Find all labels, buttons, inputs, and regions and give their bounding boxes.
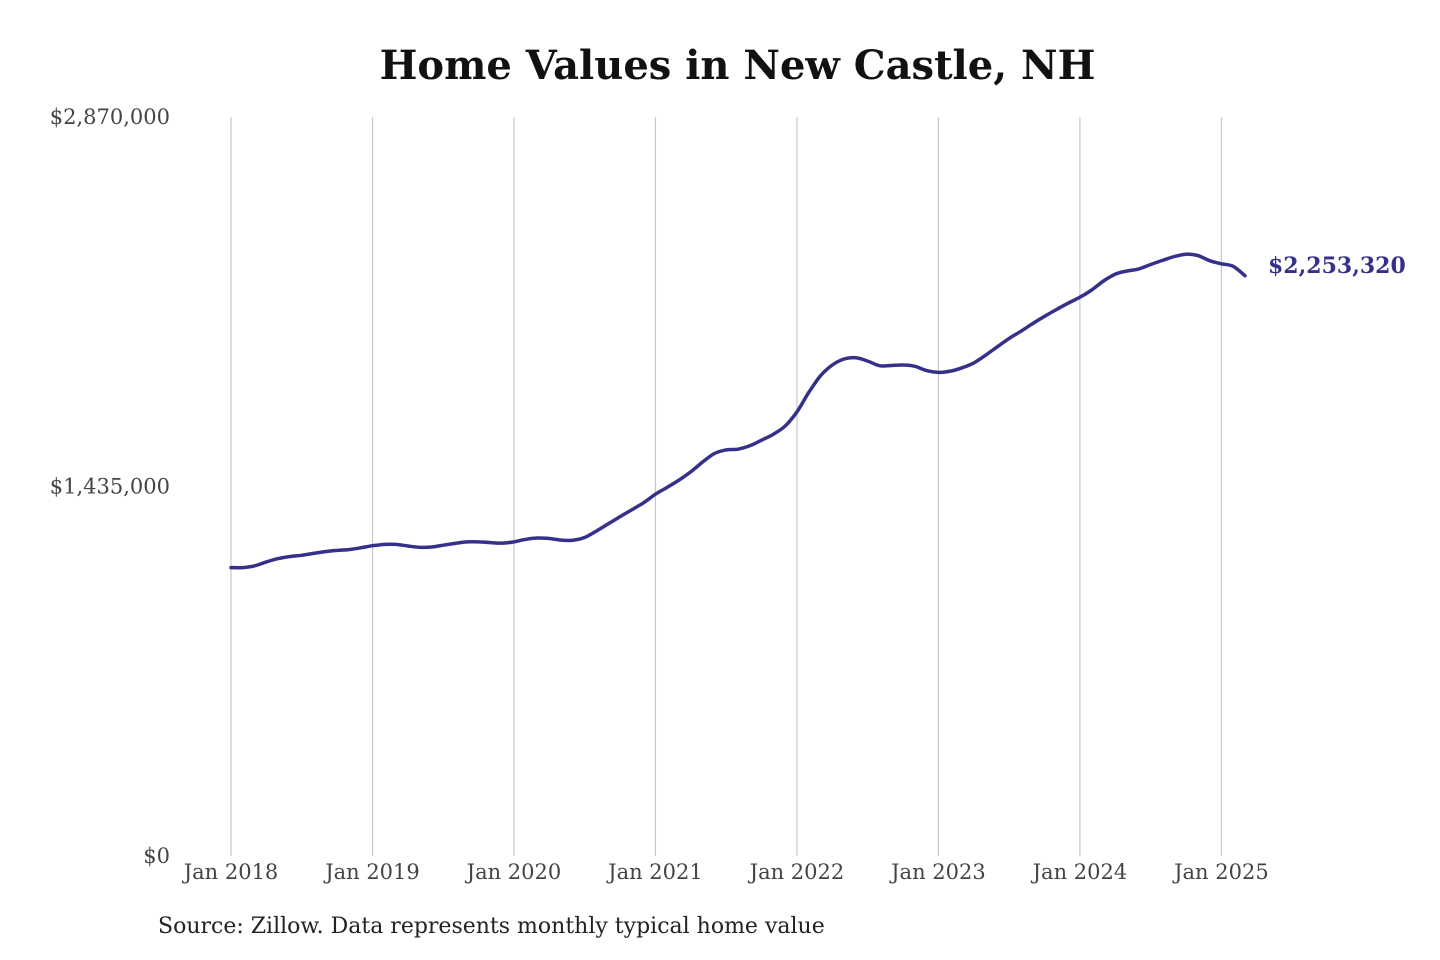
y-axis-ticks: $0 $1,435,000 $2,870,000	[50, 105, 170, 868]
x-tick-label: Jan 2025	[1172, 860, 1269, 884]
source-note: Source: Zillow. Data represents monthly …	[158, 914, 825, 939]
x-tick-label: Jan 2019	[323, 860, 420, 884]
y-tick-label: $2,870,000	[50, 105, 170, 129]
y-tick-label: $1,435,000	[50, 475, 170, 499]
x-tick-label: Jan 2024	[1031, 860, 1128, 884]
home-value-line	[229, 252, 1247, 570]
y-tick-label: $0	[143, 844, 170, 868]
x-tick-label: Jan 2021	[606, 860, 703, 884]
grid-lines	[230, 117, 1223, 856]
last-value-label: $2,253,320	[1268, 253, 1406, 279]
x-tick-label: Jan 2018	[182, 860, 279, 884]
x-axis-ticks: Jan 2018 Jan 2019 Jan 2020 Jan 2021 Jan 2022…	[182, 860, 1269, 884]
x-tick-label: Jan 2022	[748, 860, 845, 884]
x-tick-label: Jan 2023	[889, 860, 986, 884]
x-tick-label: Jan 2020	[465, 860, 562, 884]
chart-title: Home Values in New Castle, NH	[379, 42, 1096, 89]
